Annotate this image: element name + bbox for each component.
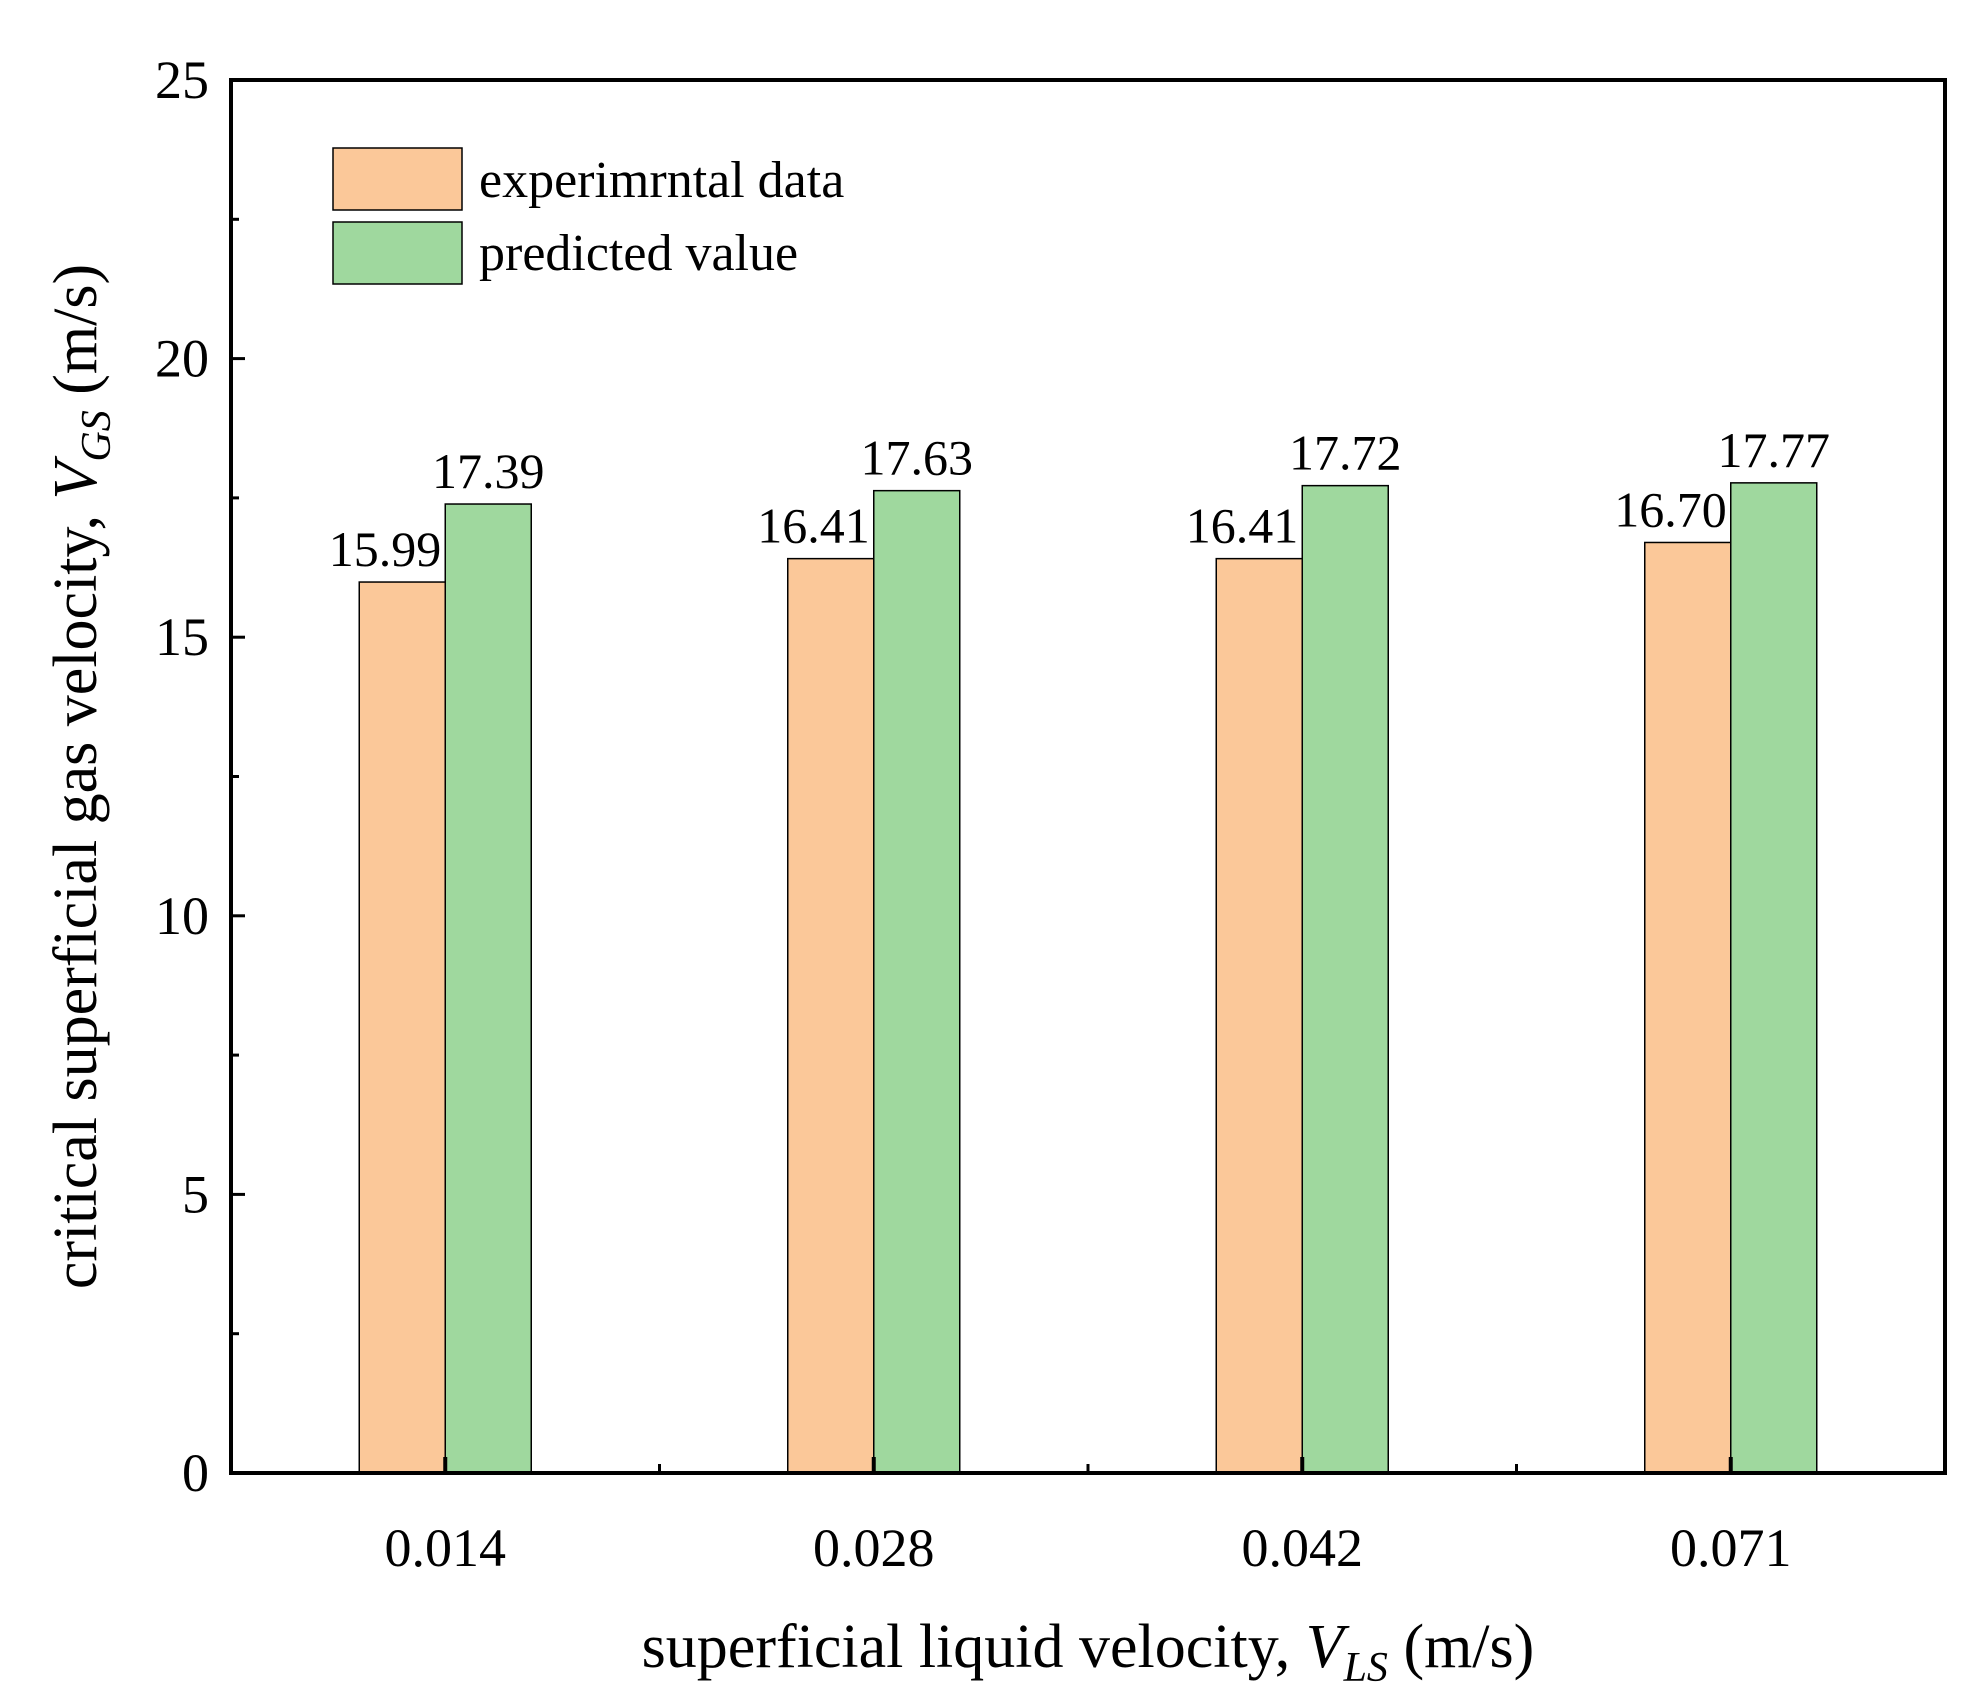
bar-experimental-0.028 [787,557,875,1474]
y-tick-label: 0 [182,1443,209,1503]
y-tick-label: 25 [155,50,209,110]
y-axis-title-unit: (m/s) [42,264,110,410]
y-axis-title-main: critical superficial gas velocity, [42,500,110,1290]
x-axis-ticks: 0.014 0.028 0.042 0.071 [385,1457,1792,1578]
x-tick-label-0.014: 0.014 [385,1518,507,1578]
y-axis-title: critical superficial gas velocity, VGS (… [42,264,120,1289]
bars-group [358,482,1818,1474]
y-tick-label: 5 [182,1164,209,1224]
data-label-experimental-0.014: 15.99 [329,521,442,577]
bar-experimental-0.042 [1215,557,1303,1474]
y-tick-label: 20 [155,329,209,389]
x-axis-title-sub: LS [1343,1645,1388,1691]
data-label-predicted-0.028: 17.63 [861,430,974,486]
x-tick-label-0.028: 0.028 [813,1518,935,1578]
x-axis-title-main: superficial liquid velocity, [642,1613,1306,1681]
data-label-experimental-0.028: 16.41 [757,498,870,554]
y-axis-title-sub: GS [74,410,120,461]
y-tick-label: 10 [155,886,209,946]
y-axis-title-var: V [42,456,110,500]
data-label-predicted-0.014: 17.39 [432,443,545,499]
legend-label-predicted: predicted value [479,225,798,282]
x-axis-title-var: V [1306,1613,1350,1681]
data-label-predicted-0.071: 17.77 [1718,422,1831,478]
y-tick-label: 15 [155,607,209,667]
data-label-experimental-0.071: 16.70 [1614,481,1727,537]
legend-swatch-predicted [332,221,463,285]
data-label-predicted-0.042: 17.72 [1289,425,1402,481]
legend: experimrntal data predicted value [332,147,844,285]
bar-experimental-0.014 [358,581,446,1474]
x-axis-title: superficial liquid velocity, VLS (m/s) [642,1613,1535,1691]
bar-experimental-0.071 [1644,541,1732,1474]
bar-predicted-0.028 [873,489,961,1474]
x-axis-title-unit: (m/s) [1388,1613,1534,1681]
bar-predicted-0.014 [444,503,532,1474]
x-tick-label-0.042: 0.042 [1242,1518,1364,1578]
legend-label-experimental: experimrntal data [479,152,844,209]
data-label-experimental-0.042: 16.41 [1186,498,1299,554]
y-axis-ticks: 0 5 10 15 20 25 [155,50,245,1503]
x-tick-label-0.071: 0.071 [1670,1518,1792,1578]
bar-predicted-0.071 [1730,482,1818,1474]
bar-predicted-0.042 [1301,484,1389,1474]
legend-swatch-experimental [332,147,463,211]
